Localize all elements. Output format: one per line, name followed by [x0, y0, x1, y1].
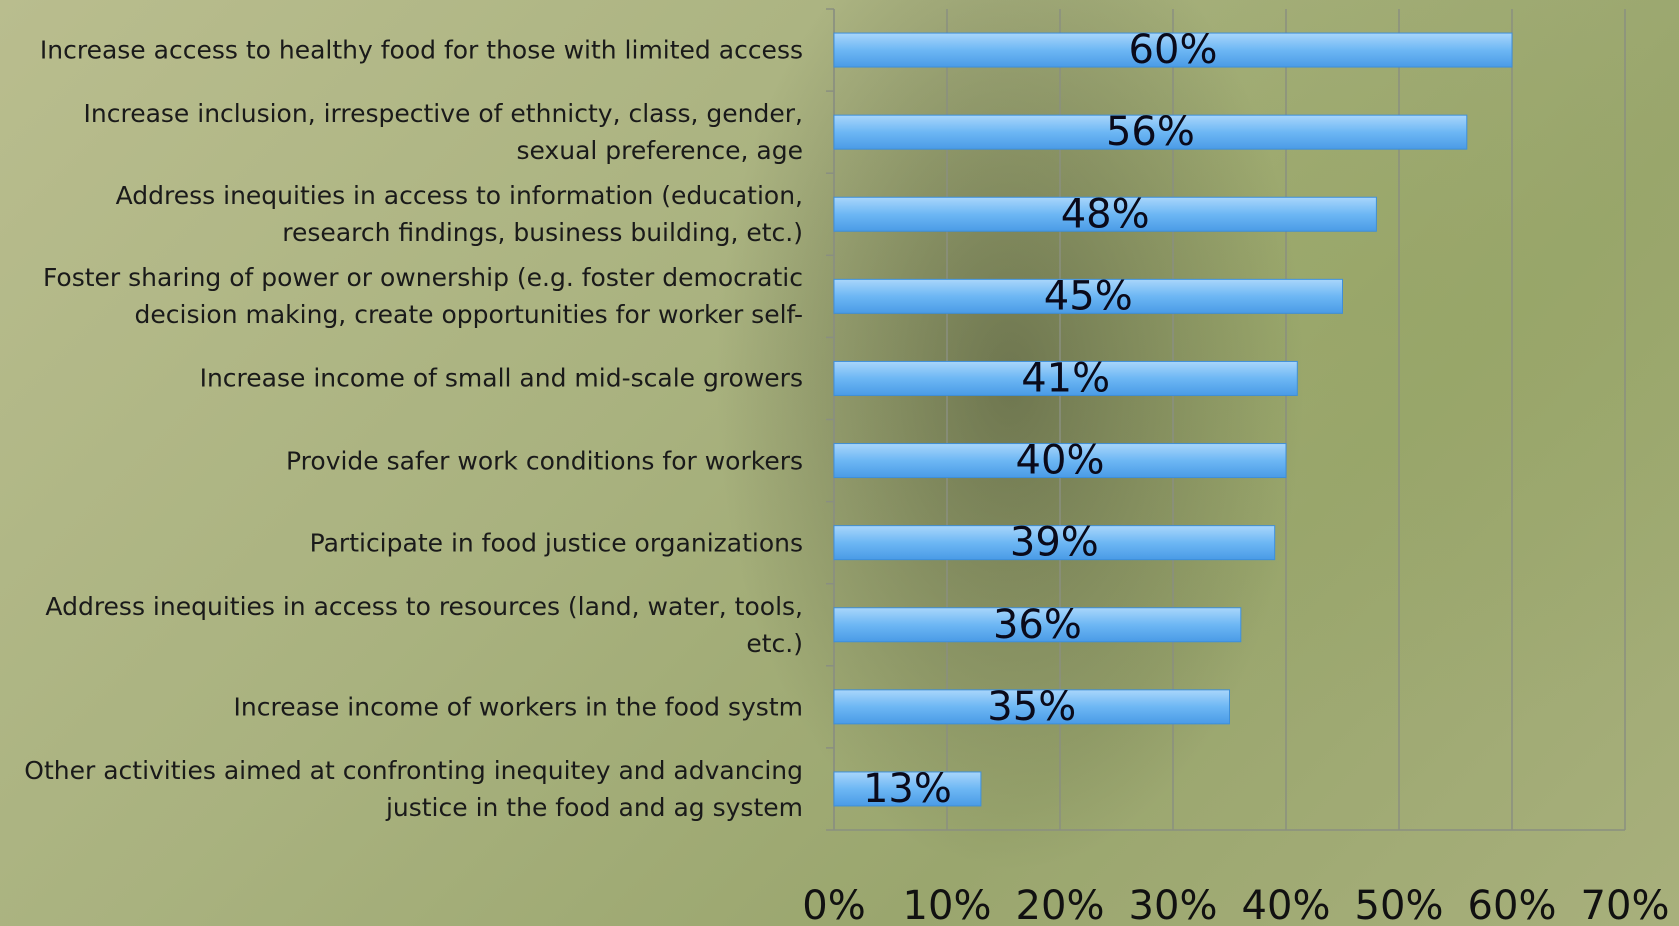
x-tick-label: 50% [1355, 883, 1444, 926]
x-tick-label: 20% [1016, 883, 1105, 926]
y-tick-label: Increase access to healthy food for thos… [3, 32, 803, 69]
y-tick-label: Increase inclusion, irrespective of ethn… [3, 95, 803, 169]
value-label: 39% [1010, 520, 1099, 566]
value-label: 56% [1106, 109, 1195, 155]
value-label: 13% [863, 766, 952, 812]
value-label: 48% [1061, 191, 1150, 237]
x-tick-label: 10% [903, 883, 992, 926]
x-tick-label: 60% [1468, 883, 1557, 926]
value-label: 41% [1021, 355, 1110, 401]
y-tick-label: Address inequities in access to informat… [3, 177, 803, 251]
value-label: 40% [1016, 438, 1105, 484]
value-label: 60% [1129, 27, 1218, 73]
y-tick-label: Provide safer work conditions for worker… [3, 442, 803, 479]
x-tick-label: 70% [1581, 883, 1670, 926]
value-label: 36% [993, 602, 1082, 648]
x-tick-label: 0% [802, 883, 865, 926]
y-tick-label: Increase income of workers in the food s… [3, 688, 803, 725]
y-tick-label: Foster sharing of power or ownership (e.… [3, 259, 803, 333]
chart: {"chart_data": {"type": "bar", "orientat… [0, 0, 1679, 926]
x-tick-label: 40% [1242, 883, 1331, 926]
y-tick-label: Increase income of small and mid-scale g… [3, 360, 803, 397]
y-tick-label: Other activities aimed at confronting in… [3, 752, 803, 826]
y-tick-label: Participate in food justice organization… [3, 524, 803, 561]
value-label: 35% [987, 684, 1076, 730]
y-tick-label: Address inequities in access to resource… [3, 588, 803, 662]
x-tick-label: 30% [1129, 883, 1218, 926]
value-label: 45% [1044, 273, 1133, 319]
